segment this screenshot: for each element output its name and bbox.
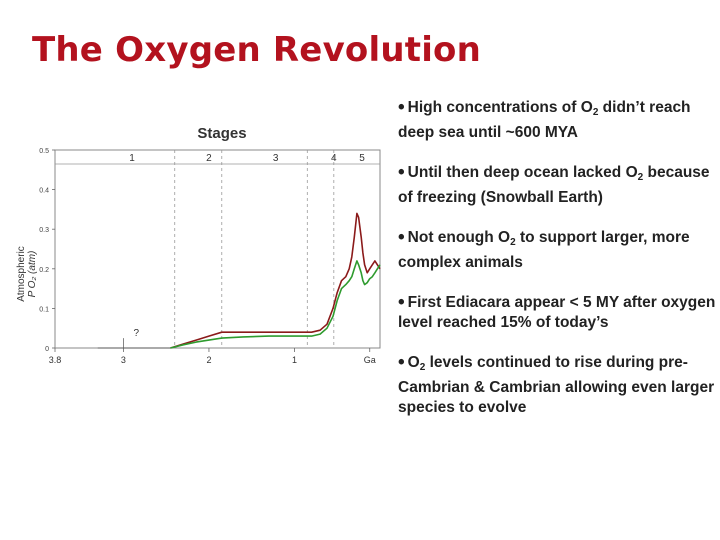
subscript: 2: [419, 362, 426, 373]
y-axis-label-line1: Atmospheric: [16, 246, 27, 302]
subscript: 2: [510, 237, 516, 248]
bullet-dot-icon: •: [398, 97, 405, 118]
y-tick-label: 0: [45, 346, 49, 353]
subscript: 2: [592, 107, 599, 118]
bullet-text: Not enough O: [407, 229, 511, 246]
plot-frame: [54, 149, 381, 349]
bullet-list: • High concentrations of O2 didn’t reach …: [398, 98, 718, 438]
bullet-dot-icon: •: [398, 227, 405, 248]
bullet-dot-icon: •: [398, 352, 405, 373]
stage-label: 5: [359, 153, 365, 164]
bullet-text: O: [407, 354, 420, 371]
bullet-item: • High concentrations of O2 didn’t reach …: [398, 98, 718, 143]
bullet-text: because of freezing (Snowball Earth): [398, 164, 710, 206]
subscript: 2: [637, 172, 644, 183]
oxygen-chart: Stages Atmospheric P O₂ (atm) 1 2 3 4 5 0.5 0.…: [10, 118, 390, 378]
bullet-text: didn’t reach deep sea until ~600 MYA: [398, 99, 691, 141]
bullet-item: • Until then deep ocean lacked O2 because…: [398, 163, 718, 208]
y-tick-label: 0.3: [39, 227, 49, 234]
bullet-dot-icon: •: [398, 292, 405, 313]
y-axis-label-line2: P O₂ (atm): [27, 251, 38, 298]
bullet-text: High concentrations of O: [407, 99, 593, 116]
x-tick-label: 1: [292, 355, 297, 365]
series-line-1: [170, 212, 381, 349]
bullet-item: • First Ediacara appear < 5 MY after oxyg…: [398, 293, 718, 333]
x-tick-label: Ga: [364, 355, 376, 365]
bullet-item: • O2 levels continued to rise during pre-…: [398, 353, 718, 418]
bullet-text: First Ediacara appear < 5 MY after oxyge…: [398, 294, 716, 331]
annotation-label: ?: [133, 328, 139, 339]
bullet-text: to support larger, more complex animals: [398, 229, 690, 271]
stage-label: 2: [206, 153, 212, 164]
oxygen-chart-svg: Stages Atmospheric P O₂ (atm) 1 2 3 4 5 0.5 0.…: [16, 125, 381, 365]
stage-label: 1: [129, 153, 135, 164]
y-tick-label: 0.5: [39, 148, 49, 155]
series-line-2: [170, 260, 381, 349]
y-tick-label: 0.4: [39, 188, 49, 195]
x-tick-label: 3: [121, 355, 126, 365]
x-tick-label: 3.8: [49, 355, 62, 365]
bullet-dot-icon: •: [398, 162, 405, 183]
bullet-text: Until then deep ocean lacked O: [407, 164, 638, 181]
stage-label: 3: [273, 153, 279, 164]
slide-title: The Oxygen Revolution: [32, 30, 482, 70]
x-tick-label: 2: [206, 355, 211, 365]
y-tick-label: 0.1: [39, 306, 49, 313]
bullet-item: • Not enough O2 to support larger, more c…: [398, 228, 718, 273]
stage-label: 4: [331, 153, 337, 164]
chart-title: Stages: [197, 125, 246, 142]
bullet-text: levels continued to rise during pre-Camb…: [398, 354, 715, 416]
y-tick-label: 0.2: [39, 267, 49, 274]
